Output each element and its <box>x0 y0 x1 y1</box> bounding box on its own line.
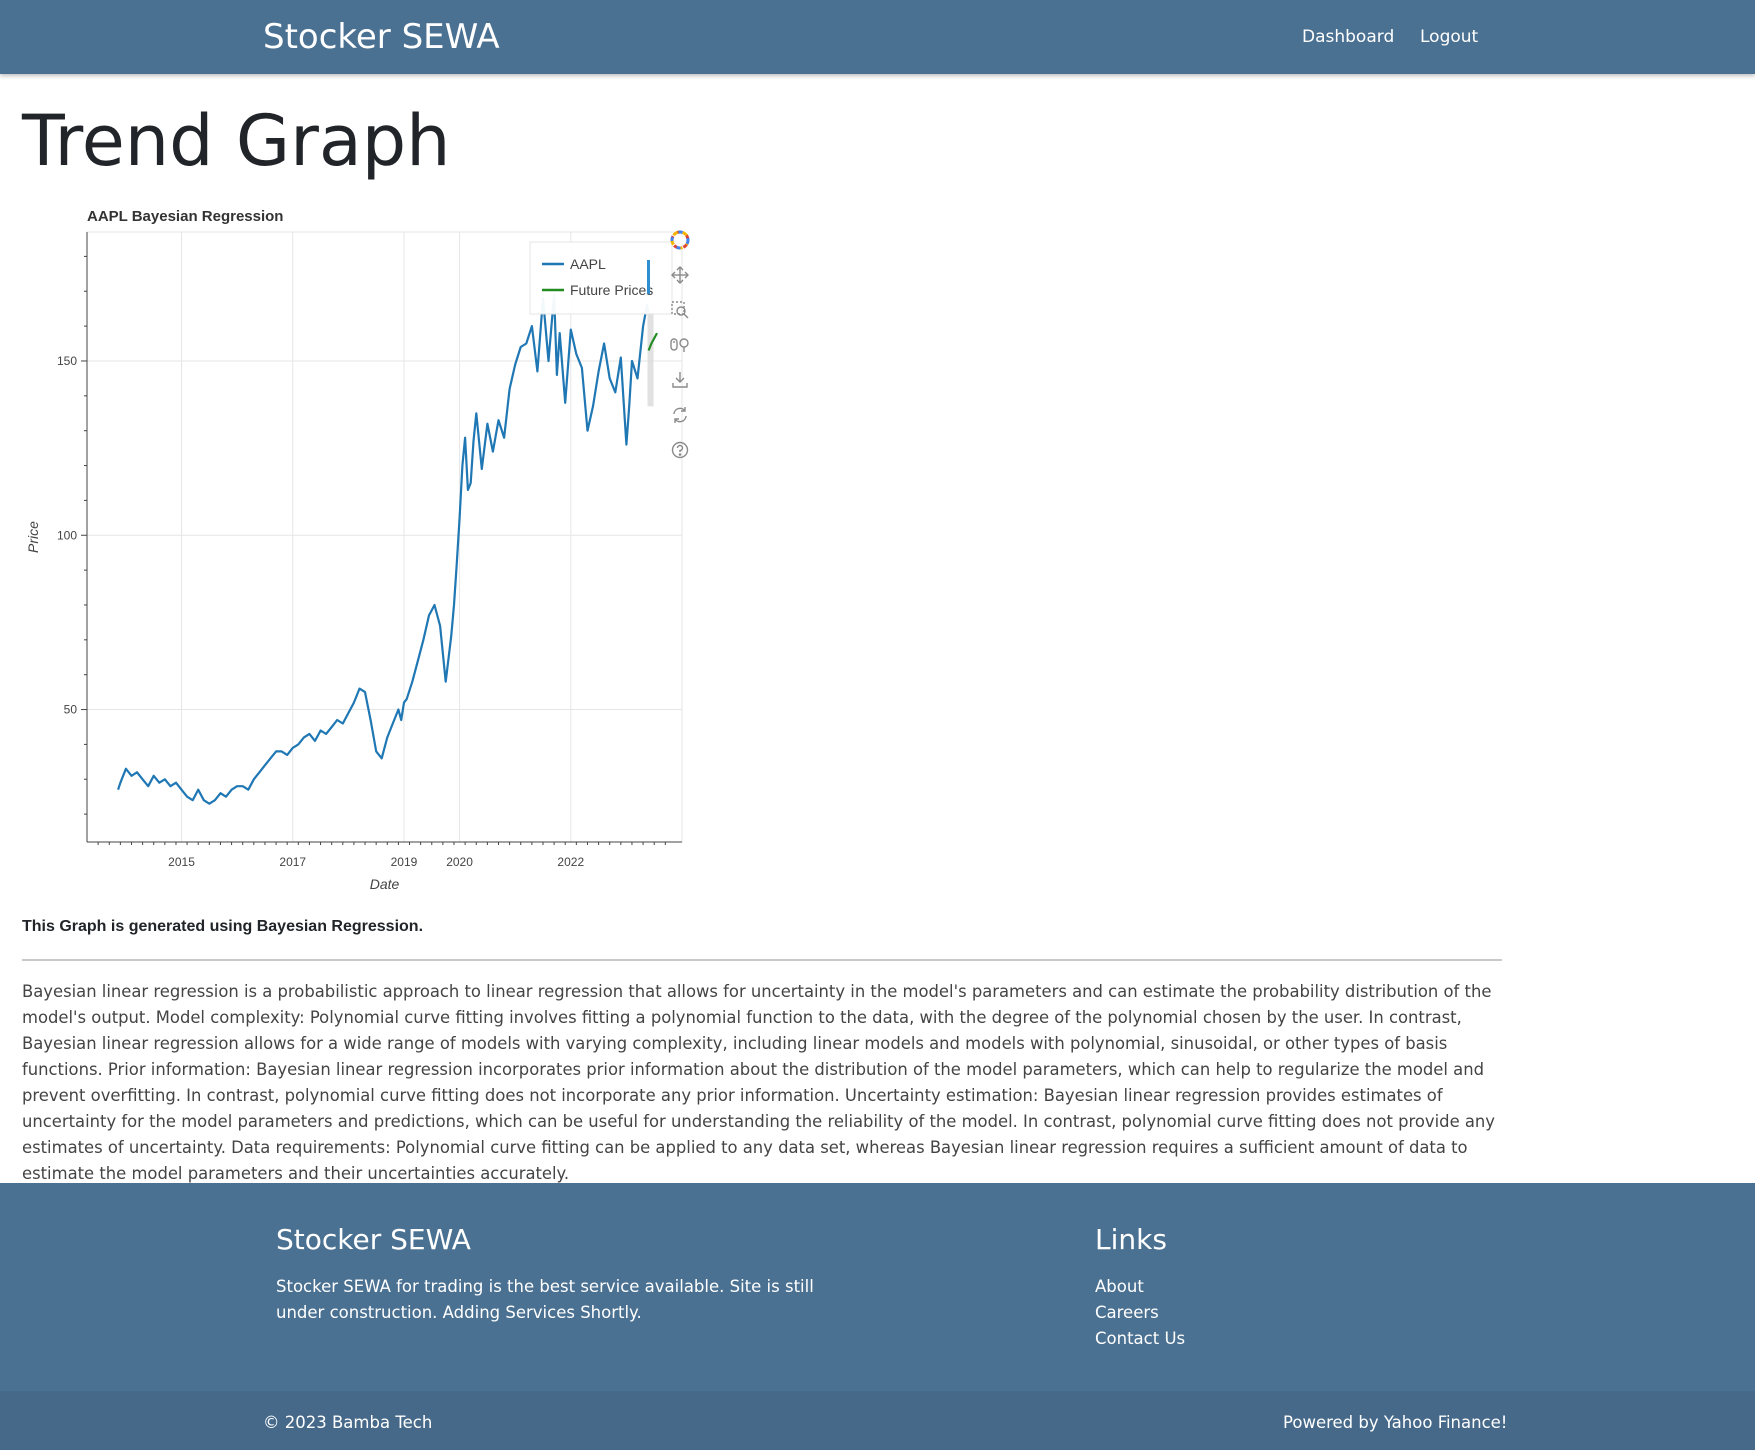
page-title: Trend Graph <box>22 100 451 182</box>
footer-bottom-bar: © 2023 Bamba Tech Powered by Yahoo Finan… <box>0 1391 1755 1450</box>
x-tick-label: 2020 <box>446 855 473 869</box>
footer-link-careers[interactable]: Careers <box>1095 1303 1159 1322</box>
footer: Stocker SEWA Stocker SEWA for trading is… <box>0 1183 1755 1450</box>
nav-link-dashboard[interactable]: Dashboard <box>1302 27 1395 47</box>
active-tool-indicator <box>647 260 650 294</box>
y-tick-label: 150 <box>57 354 77 368</box>
save-icon[interactable] <box>665 365 695 395</box>
x-tick-label: 2015 <box>168 855 195 869</box>
divider <box>22 959 1502 961</box>
x-axis-label: Date <box>370 876 400 892</box>
legend-box <box>529 241 673 315</box>
plot-frame <box>86 231 683 843</box>
description-text: Bayesian linear regression is a probabil… <box>22 982 1496 1183</box>
chart-title: AAPL Bayesian Regression <box>87 208 284 225</box>
graph-caption: This Graph is generated using Bayesian R… <box>22 918 424 935</box>
nav-link-logout[interactable]: Logout <box>1420 27 1479 47</box>
copyright-text: © 2023 Bamba Tech <box>263 1413 433 1432</box>
box-zoom-icon[interactable] <box>665 295 695 325</box>
x-tick-label: 2022 <box>557 855 584 869</box>
y-tick-label: 100 <box>57 528 77 542</box>
legend-label: AAPL <box>570 256 606 272</box>
wheel-zoom-icon[interactable] <box>665 330 695 360</box>
bokeh-logo-icon[interactable] <box>665 225 695 255</box>
y-axis-label: Price <box>25 521 41 553</box>
series-line-aapl <box>117 293 650 805</box>
help-icon[interactable] <box>665 435 695 465</box>
x-tick-label: 2019 <box>391 855 418 869</box>
footer-text: Stocker SEWA for trading is the best ser… <box>276 1277 814 1322</box>
navbar-brand[interactable]: Stocker SEWA <box>263 17 500 57</box>
pan-icon[interactable] <box>665 260 695 290</box>
footer-link-about[interactable]: About <box>1095 1277 1144 1296</box>
y-tick-label: 50 <box>64 703 78 717</box>
uncertainty-band <box>647 312 654 407</box>
powered-by-text: Powered by Yahoo Finance! <box>1283 1413 1508 1432</box>
legend-label: Future Prices <box>570 282 653 298</box>
reset-icon[interactable] <box>665 400 695 430</box>
series-line-future-prices <box>647 332 658 351</box>
navbar: Stocker SEWA Dashboard Logout <box>0 0 1755 74</box>
footer-links-title: Links <box>1095 1223 1167 1256</box>
footer-brand: Stocker SEWA <box>276 1223 471 1256</box>
footer-link-contact[interactable]: Contact Us <box>1095 1329 1186 1348</box>
x-tick-label: 2017 <box>279 855 306 869</box>
chart-container: AAPL Bayesian Regression 50 100 150 2015 201… <box>20 200 725 900</box>
